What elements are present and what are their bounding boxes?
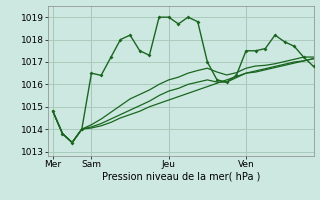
X-axis label: Pression niveau de la mer( hPa ): Pression niveau de la mer( hPa ) [102,172,260,182]
